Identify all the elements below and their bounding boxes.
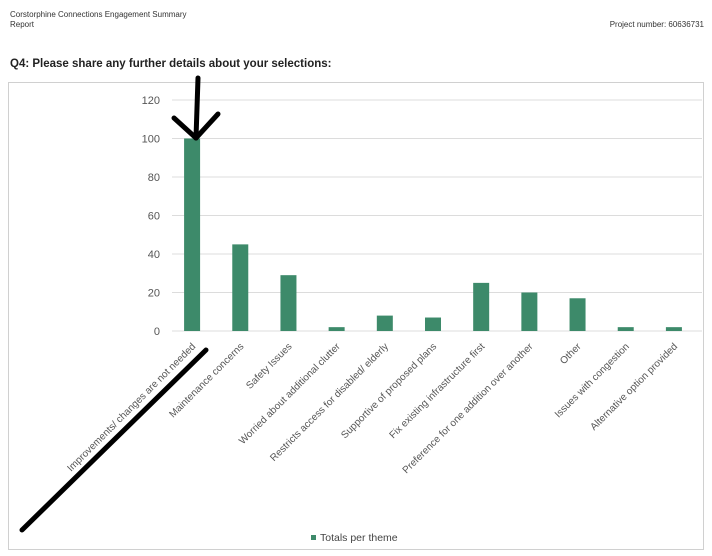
x-category-label: Supportive of proposed plans [339, 341, 439, 441]
legend-swatch [311, 535, 316, 540]
y-tick-label: 40 [148, 249, 160, 261]
y-tick-label: 0 [154, 326, 160, 338]
report-header: Corstorphine Connections Engagement Summ… [10, 10, 187, 30]
bar [328, 327, 345, 331]
grid-lines [172, 99, 702, 332]
x-category-label: Fix existing infrastructure first [388, 341, 488, 441]
bar [569, 298, 586, 331]
x-category-label: Safety Issues [244, 341, 294, 391]
x-category-label: Alternative option provided [589, 341, 681, 433]
bars [184, 138, 682, 331]
report-title-line2: Report [10, 20, 35, 29]
x-category-label: Other [558, 341, 584, 367]
x-axis-labels: Improvements/ changes are not neededMain… [65, 341, 680, 476]
x-category-label: Worried about additional clutter [237, 341, 343, 447]
y-tick-label: 20 [148, 288, 160, 300]
annotation-arrow-icon [193, 75, 201, 141]
question-heading: Q4: Please share any further details abo… [10, 58, 332, 70]
legend: Totals per theme [311, 532, 398, 544]
bar [521, 292, 538, 331]
bar [425, 317, 441, 331]
annotation-underline [19, 347, 209, 533]
y-tick-label: 80 [148, 172, 160, 184]
report-title: Corstorphine Connections Engagement Summ… [10, 10, 187, 19]
bar [473, 282, 490, 331]
bar [280, 275, 297, 331]
bar [665, 327, 682, 331]
bar [232, 244, 249, 331]
bar [184, 138, 201, 331]
annotation-arrowhead-icon [171, 111, 221, 141]
bar [617, 327, 634, 331]
hand-drawn-annotation [19, 75, 221, 533]
y-tick-label: 60 [148, 211, 160, 223]
chart-frame [8, 82, 704, 550]
bar [376, 315, 393, 331]
legend-label: Totals per theme [320, 532, 398, 544]
y-axis-ticks: 0 20 40 60 80 100 120 [142, 95, 160, 338]
y-tick-label: 100 [142, 134, 160, 146]
y-tick-label: 120 [142, 95, 160, 107]
project-number: Project number: 60636731 [609, 20, 704, 29]
